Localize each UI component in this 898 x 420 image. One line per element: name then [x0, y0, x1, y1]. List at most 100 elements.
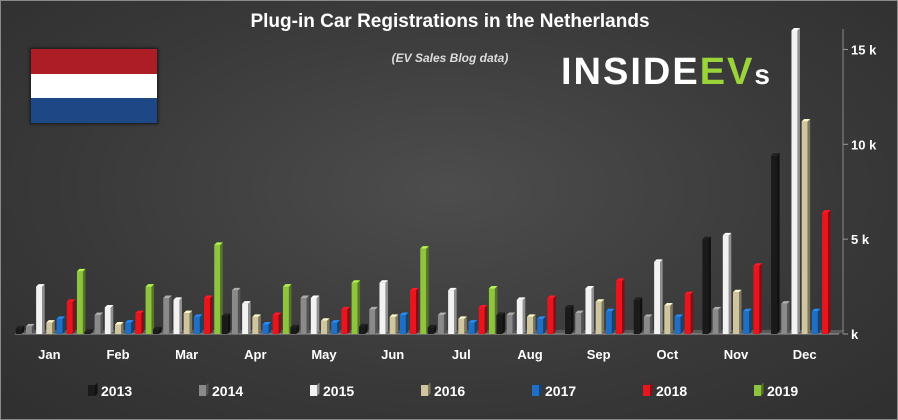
bar-front [664, 305, 671, 334]
bar-front [300, 297, 307, 334]
x-tick-label: Nov [724, 347, 749, 362]
bar [252, 314, 261, 334]
legend-swatch [421, 385, 428, 396]
bar [25, 323, 35, 334]
logo-main: INSIDE [561, 51, 700, 93]
bar-front [506, 315, 513, 334]
bar [781, 301, 790, 334]
bar-front [66, 301, 73, 334]
bar-top [25, 323, 35, 327]
bar [104, 304, 114, 334]
bar-front [214, 244, 221, 334]
bar [66, 299, 76, 334]
bar [437, 312, 447, 334]
legend-item: 2015 [310, 382, 354, 399]
bar-front [488, 288, 495, 334]
bar-top [420, 246, 429, 249]
bar [743, 308, 752, 334]
bar-front [231, 290, 238, 334]
bar [173, 297, 182, 334]
bar-side [718, 306, 722, 334]
bar [410, 287, 419, 334]
bar-side [210, 295, 213, 334]
x-tick-label: Jun [381, 347, 404, 362]
legend-swatch-side [95, 382, 98, 396]
bar-side [82, 268, 86, 334]
bar-side [189, 310, 193, 334]
bar [633, 297, 643, 334]
y-tick-label: k [851, 327, 859, 342]
bar [565, 304, 574, 334]
bar [15, 325, 25, 334]
bar [135, 310, 144, 334]
bar-front [420, 248, 427, 334]
bar [163, 295, 172, 334]
bar-side [787, 301, 790, 334]
bar [369, 306, 378, 334]
bar-top [56, 316, 66, 319]
bar-top [242, 301, 251, 304]
x-tick-label: Apr [244, 347, 266, 362]
x-tick-label: Jan [38, 347, 60, 362]
bar [722, 232, 732, 334]
bar-front [351, 282, 358, 334]
bar-front [585, 288, 592, 334]
bar [605, 308, 615, 334]
bar [242, 301, 251, 334]
bar-top [437, 312, 447, 316]
bar-front [173, 299, 180, 334]
bar-front [36, 286, 43, 334]
bar-top [801, 119, 811, 122]
bar [448, 287, 457, 334]
bar-side [512, 312, 516, 334]
bar-front [702, 239, 709, 334]
bar-side [52, 320, 55, 334]
bar-side [828, 210, 831, 334]
bar-front [478, 307, 485, 334]
bar-front [115, 324, 121, 334]
bar [712, 306, 722, 334]
bar-top [76, 268, 86, 272]
bar [674, 314, 684, 334]
bar-top [674, 314, 684, 317]
x-tick-label: Jul [452, 347, 471, 362]
bar-top [458, 316, 467, 319]
chart-subtitle: (EV Sales Blog data) [391, 51, 509, 65]
bar-side [649, 314, 653, 334]
legend-swatch [532, 385, 539, 396]
bar-top [84, 329, 93, 332]
x-tick-label: Aug [517, 347, 542, 362]
bar-top [616, 278, 625, 281]
bar-side [296, 324, 299, 334]
bar-front [537, 318, 544, 334]
bar [643, 314, 653, 334]
bar-top [163, 295, 172, 298]
bar [204, 295, 213, 334]
bar-top [722, 232, 732, 236]
bar [684, 291, 694, 334]
logo-accent: EV [699, 51, 755, 93]
bar-side [306, 295, 310, 334]
bar-side [227, 313, 231, 334]
bar-side [62, 316, 66, 334]
bar [272, 312, 282, 334]
bar-top [595, 299, 605, 302]
bar-side [385, 280, 388, 334]
bar-top [125, 320, 134, 323]
bar-front [654, 261, 661, 334]
bar [331, 320, 340, 334]
bar-front [272, 315, 279, 334]
legend-item: 2014 [199, 382, 243, 399]
bar-top [66, 299, 76, 302]
bar-side [100, 312, 104, 334]
bar-side [749, 308, 752, 334]
legend-label: 2014 [212, 383, 243, 399]
bar-top [712, 306, 722, 310]
netherlands-flag-icon [30, 48, 158, 124]
bar-top [153, 326, 162, 330]
bar [153, 326, 162, 334]
bar [36, 284, 45, 334]
bar-side [502, 312, 505, 334]
bar-top [506, 312, 516, 316]
bar-side [581, 310, 584, 334]
